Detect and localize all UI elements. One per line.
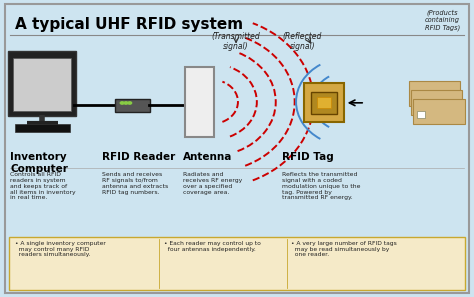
FancyBboxPatch shape <box>311 92 337 114</box>
Circle shape <box>128 102 132 104</box>
Circle shape <box>124 102 128 104</box>
Text: Controls all RFID
readers in system
and keeps track of
all items in inventory
in: Controls all RFID readers in system and … <box>10 172 76 200</box>
Text: • A single inventory computer
  may control many RFID
  readers simultaneously.: • A single inventory computer may contro… <box>15 241 106 257</box>
Circle shape <box>120 102 124 104</box>
FancyBboxPatch shape <box>13 58 71 111</box>
Text: RFID Tag: RFID Tag <box>282 152 334 162</box>
FancyBboxPatch shape <box>412 94 420 101</box>
FancyBboxPatch shape <box>318 97 330 108</box>
Text: RFID Reader: RFID Reader <box>102 152 175 162</box>
Text: Inventory
Computer: Inventory Computer <box>10 152 68 174</box>
FancyBboxPatch shape <box>115 99 150 112</box>
Text: Radiates and
receives RF energy
over a specified
coverage area.: Radiates and receives RF energy over a s… <box>182 172 242 195</box>
Text: Reflects the transmitted
signal with a coded
modulation unique to the
tag. Power: Reflects the transmitted signal with a c… <box>282 172 360 200</box>
FancyBboxPatch shape <box>411 90 463 115</box>
FancyBboxPatch shape <box>417 111 425 118</box>
Text: (Reflected
signal): (Reflected signal) <box>283 32 322 51</box>
FancyBboxPatch shape <box>304 83 344 122</box>
Text: • A very large number of RFID tags
  may be read simultaneously by
  one reader.: • A very large number of RFID tags may b… <box>292 241 397 257</box>
Text: Antenna: Antenna <box>182 152 232 162</box>
FancyBboxPatch shape <box>5 4 469 293</box>
FancyBboxPatch shape <box>15 124 70 132</box>
Text: A typical UHF RFID system: A typical UHF RFID system <box>15 17 243 32</box>
FancyBboxPatch shape <box>185 67 214 137</box>
FancyBboxPatch shape <box>414 102 423 110</box>
Text: (Products
containing
RFID Tags): (Products containing RFID Tags) <box>425 10 460 31</box>
FancyBboxPatch shape <box>8 51 76 116</box>
FancyBboxPatch shape <box>409 81 460 106</box>
Text: Sends and receives
RF signals to/from
antenna and extracts
RFID tag numbers.: Sends and receives RF signals to/from an… <box>102 172 169 195</box>
Text: (Transmitted
signal): (Transmitted signal) <box>212 32 260 51</box>
Text: • Each reader may control up to
  four antennas independently.: • Each reader may control up to four ant… <box>164 241 261 252</box>
FancyBboxPatch shape <box>9 237 465 290</box>
FancyBboxPatch shape <box>413 99 465 124</box>
